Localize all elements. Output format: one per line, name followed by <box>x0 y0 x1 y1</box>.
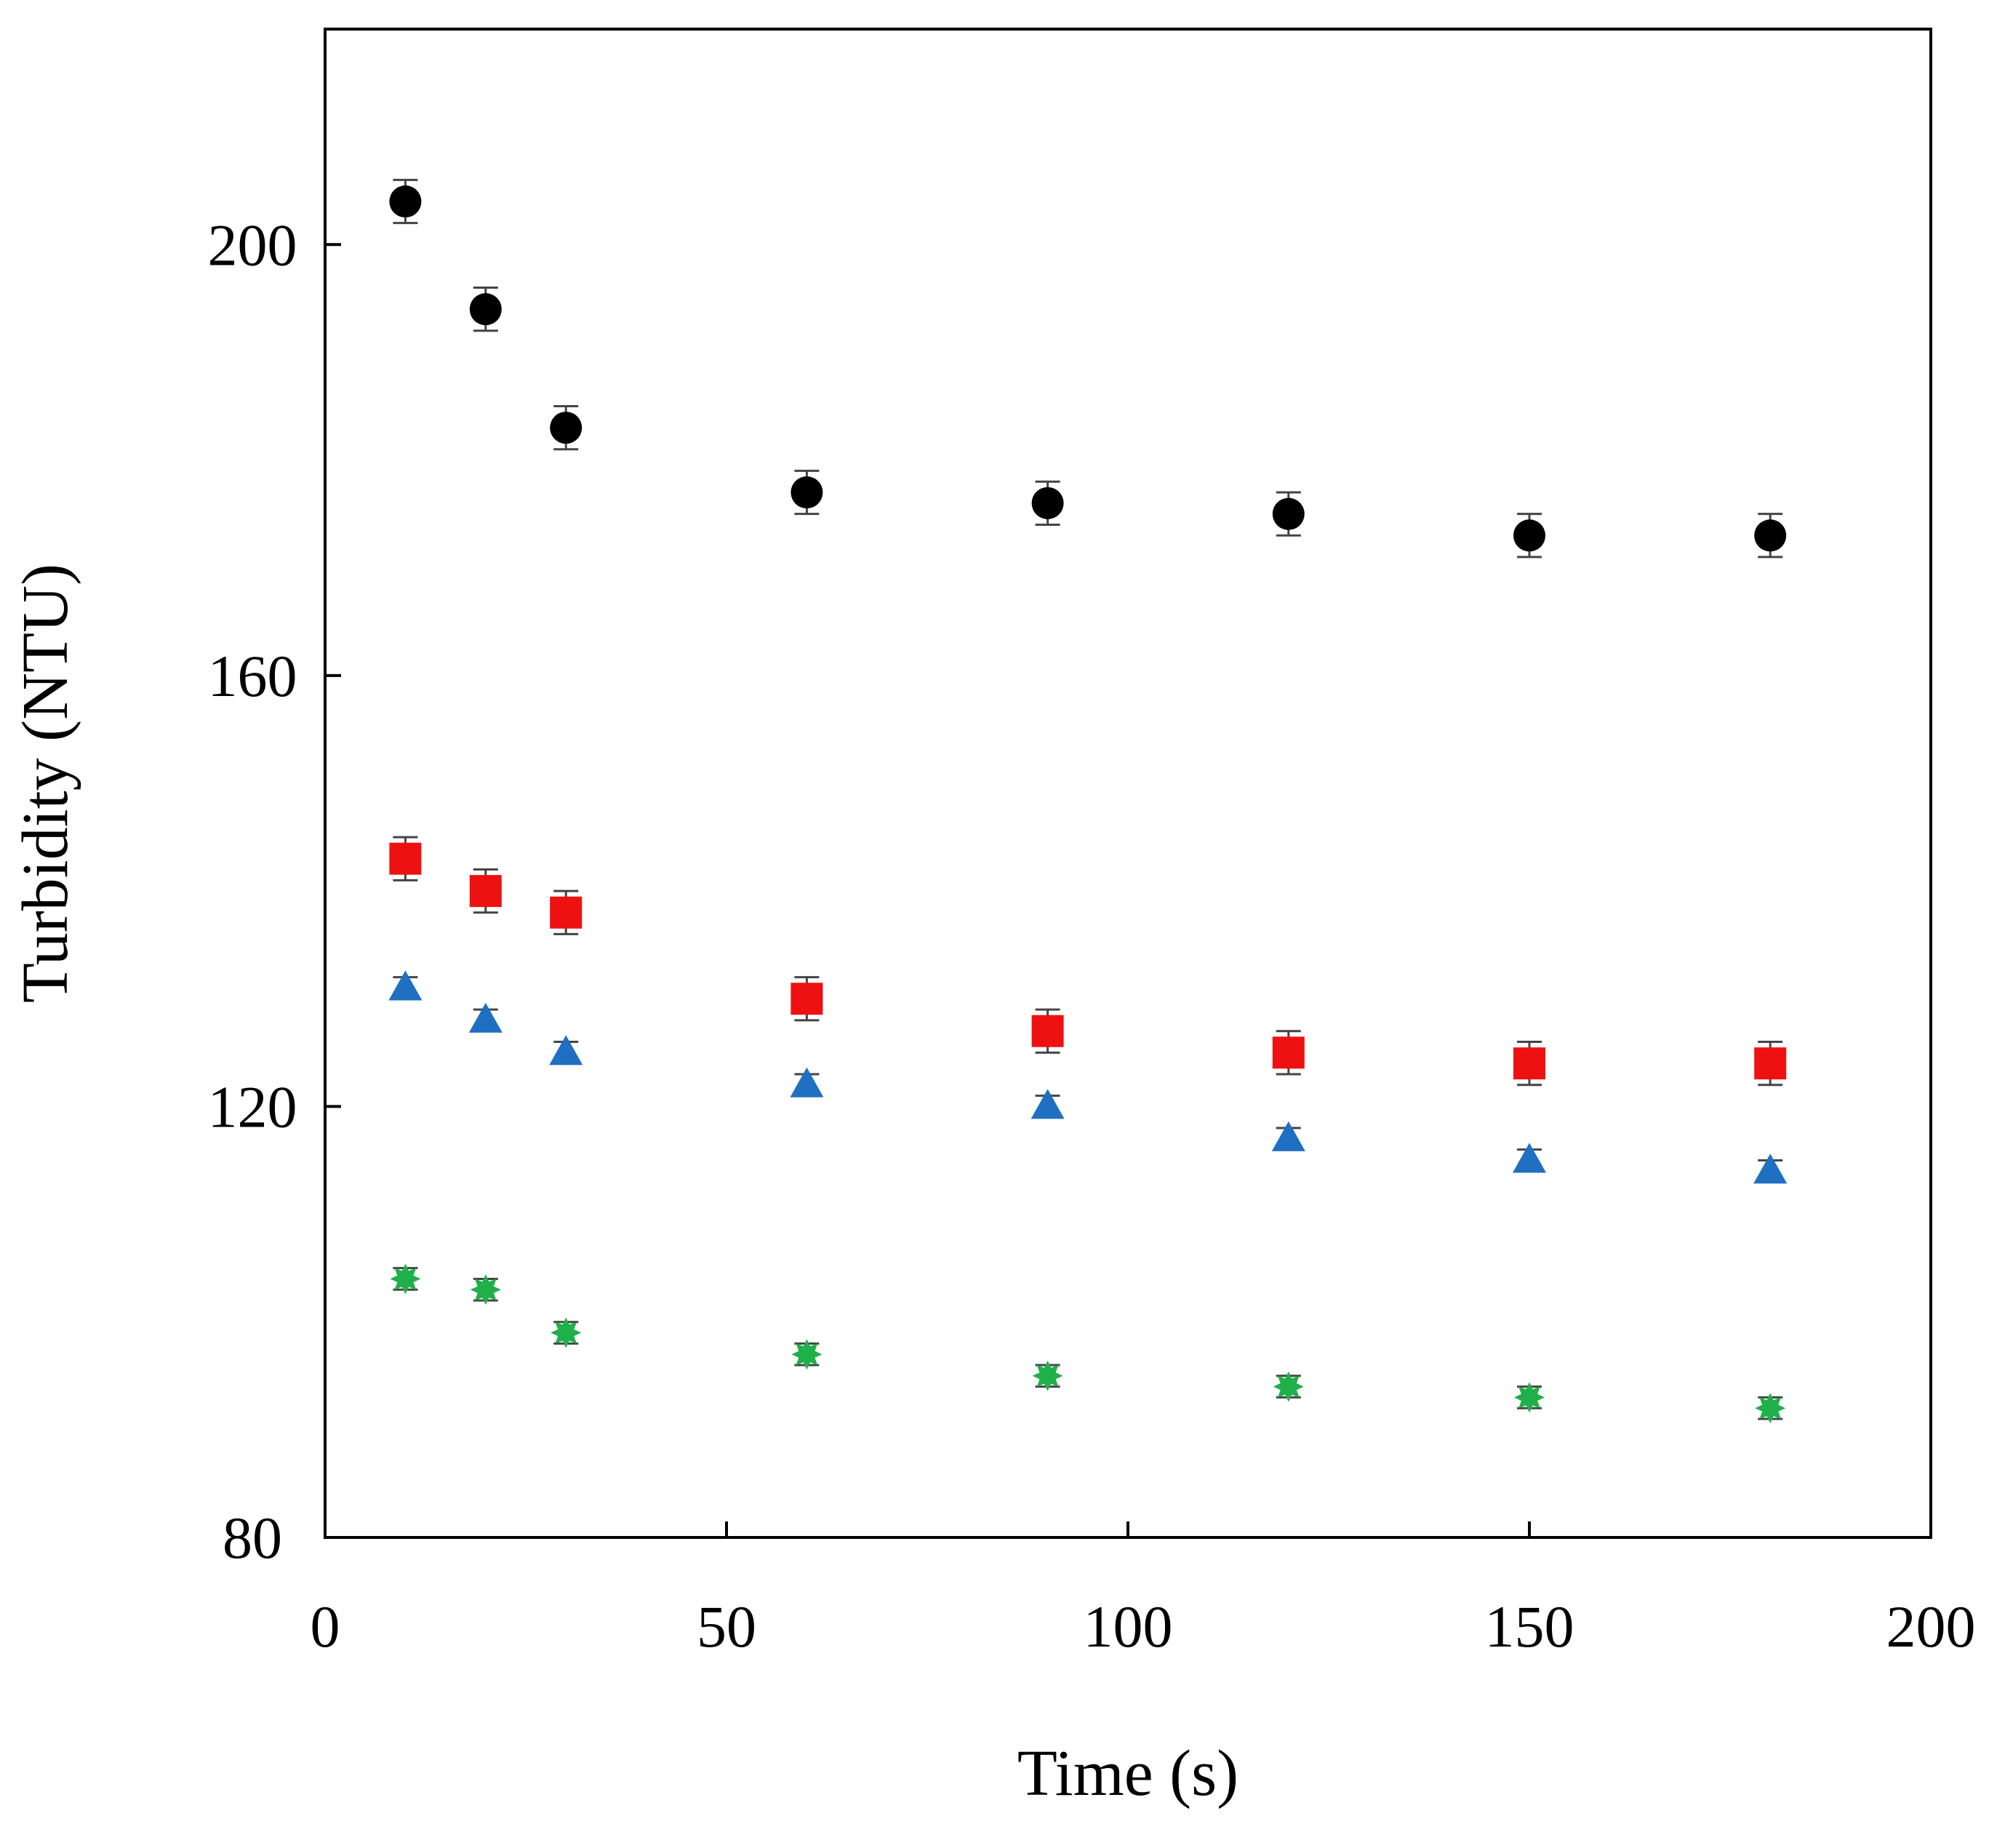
series-2-point-180 <box>1754 1047 1787 1080</box>
y-tick-label-80: 80 <box>223 1505 282 1571</box>
series-3-point-10 <box>388 970 423 1001</box>
series-1-point-150 <box>1513 519 1545 552</box>
y-tick-label-200: 200 <box>208 212 297 278</box>
series-4-point-30 <box>551 1317 582 1348</box>
series-1-point-180 <box>1754 519 1787 552</box>
series-2-point-10 <box>389 842 422 875</box>
series-4-point-150 <box>1514 1382 1545 1413</box>
plot-area-frame <box>324 28 1932 1539</box>
series-2-point-90 <box>1031 1015 1064 1047</box>
series-2-point-60 <box>791 983 823 1015</box>
series-4-point-120 <box>1273 1371 1304 1402</box>
series-4-point-180 <box>1755 1393 1786 1424</box>
series-4-point-20 <box>470 1274 501 1305</box>
errorbars-layer <box>393 178 1783 1420</box>
x-tick-label-200: 200 <box>1886 1593 1976 1660</box>
series-1-point-30 <box>550 412 583 444</box>
series-1-point-10 <box>389 185 422 218</box>
tick-labels-layer: 0 50 100 150 200 80 120 160 200 <box>208 212 1976 1660</box>
series-4-point-60 <box>791 1339 823 1370</box>
series-3-point-60 <box>790 1067 824 1097</box>
series-3-point-180 <box>1753 1153 1788 1184</box>
series-1-point-20 <box>469 293 502 326</box>
series-4-point-90 <box>1032 1360 1063 1391</box>
series-2-point-20 <box>469 875 502 908</box>
series-2-point-150 <box>1513 1047 1545 1080</box>
x-tick-label-0: 0 <box>311 1593 340 1660</box>
series-3-point-120 <box>1271 1121 1305 1151</box>
series-3-point-30 <box>549 1035 583 1065</box>
y-tick-label-160: 160 <box>208 643 297 709</box>
x-tick-label-50: 50 <box>697 1593 756 1660</box>
x-tick-label-150: 150 <box>1485 1593 1574 1660</box>
series-4-point-10 <box>390 1263 421 1295</box>
x-axis-title: Time (s) <box>1017 1737 1238 1809</box>
series-3-point-90 <box>1030 1089 1065 1119</box>
y-axis-title: Turbidity (NTU) <box>9 564 81 1003</box>
series-2-point-120 <box>1272 1036 1305 1069</box>
y-tick-label-120: 120 <box>208 1073 297 1140</box>
series-1-point-60 <box>791 476 823 509</box>
markers-layer <box>388 185 1788 1424</box>
series-1-point-120 <box>1272 497 1305 530</box>
series-1-point-90 <box>1031 487 1064 519</box>
series-2-point-30 <box>550 896 583 929</box>
series-3-point-150 <box>1513 1143 1546 1173</box>
x-tick-label-100: 100 <box>1084 1593 1173 1660</box>
series-3-point-20 <box>468 1002 503 1033</box>
